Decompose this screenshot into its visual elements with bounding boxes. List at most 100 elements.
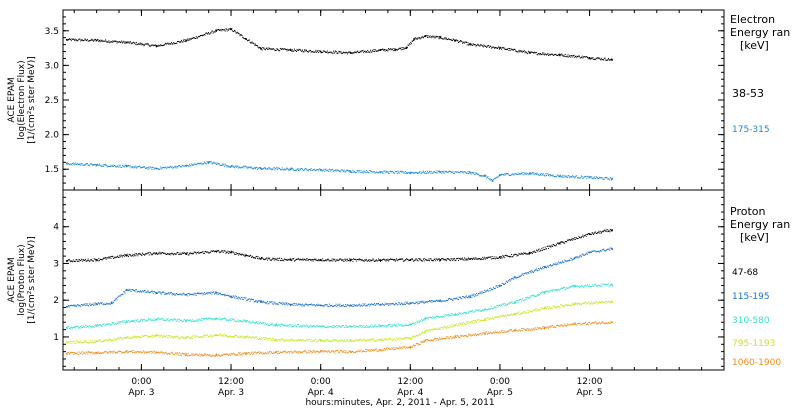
proton-trace-dot [170, 292, 172, 293]
proton-trace-dot [447, 327, 449, 328]
proton-trace-dot [193, 252, 195, 254]
electron-trace-dot [165, 43, 167, 45]
electron-trace-dot [307, 169, 309, 171]
proton-trace-dot [358, 304, 360, 306]
proton-trace-dot [308, 338, 310, 340]
proton-trace-dot [284, 340, 286, 342]
electron-trace-dot [491, 179, 493, 181]
proton-trace-dot [228, 295, 230, 297]
proton-trace-dot [167, 318, 169, 320]
proton-trace-dot [421, 260, 422, 262]
proton-trace-dot [581, 254, 583, 256]
proton-trace-dot [423, 319, 424, 321]
proton-trace-dot [478, 309, 480, 311]
electron-trace-dot [347, 52, 349, 54]
proton-trace-dot [242, 321, 244, 323]
proton-trace-dot [200, 337, 202, 339]
electron-trace-dot [242, 165, 244, 167]
proton-trace-dot [159, 318, 161, 320]
electron-trace-dot [306, 169, 308, 171]
electron-trace-dot [480, 175, 482, 177]
proton-trace-dot [318, 339, 320, 341]
proton-trace-dot [499, 315, 500, 317]
proton-trace-dot [544, 306, 545, 308]
proton-trace-dot [179, 293, 181, 295]
proton-trace-dot [308, 259, 310, 261]
proton-trace-dot [375, 324, 377, 326]
electron-trace-dot [124, 164, 126, 166]
electron-trace-dot [100, 39, 102, 41]
proton-trace-dot [269, 301, 271, 303]
proton-trace-dot [195, 251, 197, 253]
proton-point-115-195-6 [215, 292, 217, 294]
electron-trace-dot [454, 171, 456, 173]
proton-trace-dot [180, 254, 182, 255]
proton-trace-dot [360, 259, 362, 261]
electron-trace-dot [554, 53, 556, 55]
proton-trace-dot [359, 258, 361, 260]
proton-trace-dot [94, 304, 96, 306]
proton-trace-dot [328, 260, 330, 262]
proton-trace-dot [338, 303, 340, 305]
proton-trace-dot [118, 295, 120, 297]
electron-trace-dot [453, 172, 455, 174]
proton-trace-dot [119, 295, 121, 297]
proton-trace-dot [281, 303, 283, 305]
electron-trace-dot [415, 171, 417, 173]
proton-trace-dot [113, 324, 115, 325]
electron-trace-dot [189, 39, 191, 41]
electron-trace-dot [338, 50, 340, 52]
proton-trace-dot [603, 248, 605, 250]
proton-trace-dot [245, 254, 247, 256]
electron-trace-dot [475, 172, 477, 174]
proton-trace-dot [303, 258, 305, 260]
proton-series-47-68 [65, 228, 613, 263]
proton-trace-dot [349, 260, 351, 262]
proton-trace-dot [144, 319, 145, 321]
proton-trace-dot [402, 260, 404, 262]
proton-trace-dot [608, 248, 610, 250]
proton-trace-dot [188, 293, 190, 294]
electron-trace-dot [583, 177, 584, 179]
proton-trace-dot [111, 339, 113, 341]
proton-trace-dot [443, 326, 445, 328]
proton-trace-dot [513, 254, 515, 256]
proton-trace-dot [113, 339, 115, 341]
proton-trace-dot [150, 291, 152, 293]
proton-trace-dot [422, 319, 424, 321]
electron-trace-dot [117, 41, 119, 43]
proton-trace-dot [426, 330, 428, 332]
proton-trace-dot [328, 303, 330, 305]
proton-trace-dot [272, 301, 274, 303]
proton-trace-dot [380, 304, 382, 306]
proton-trace-dot [311, 325, 313, 327]
proton-trace-dot [432, 316, 434, 318]
proton-trace-dot [121, 338, 123, 340]
proton-trace-dot [536, 308, 538, 310]
proton-trace-dot [275, 339, 277, 340]
proton-trace-dot [271, 301, 273, 303]
proton-trace-dot [101, 259, 102, 260]
proton-trace-dot [232, 296, 234, 298]
proton-trace-dot [398, 302, 400, 304]
electron-trace-dot [77, 40, 79, 42]
electron-trace-dot [261, 49, 263, 51]
electron-trace-dot [434, 35, 436, 37]
electron-trace-dot [199, 35, 201, 37]
proton-trace-dot [175, 335, 177, 337]
electron-trace-dot [243, 38, 245, 39]
proton-trace-dot [537, 270, 539, 272]
electron-trace-dot [432, 35, 434, 37]
electron-trace-dot [192, 37, 194, 39]
proton-trace-dot [238, 296, 240, 298]
proton-trace-dot [424, 301, 426, 303]
proton-trace-dot [82, 327, 84, 328]
proton-trace-dot [412, 322, 414, 324]
electron-trace-dot [484, 174, 486, 176]
proton-trace-dot [519, 276, 521, 278]
proton-trace-dot [160, 253, 162, 255]
proton-trace-dot [229, 335, 231, 337]
proton-trace-dot [82, 259, 84, 261]
electron-trace-dot [573, 176, 575, 178]
proton-trace-dot [307, 325, 309, 327]
